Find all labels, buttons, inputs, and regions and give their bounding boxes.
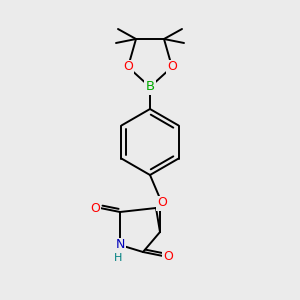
Text: O: O — [167, 61, 177, 74]
Text: B: B — [146, 80, 154, 94]
Text: H: H — [114, 253, 122, 263]
Text: O: O — [123, 61, 133, 74]
Text: O: O — [163, 250, 173, 262]
Text: O: O — [90, 202, 100, 214]
Text: N: N — [115, 238, 125, 251]
Text: O: O — [157, 196, 167, 209]
